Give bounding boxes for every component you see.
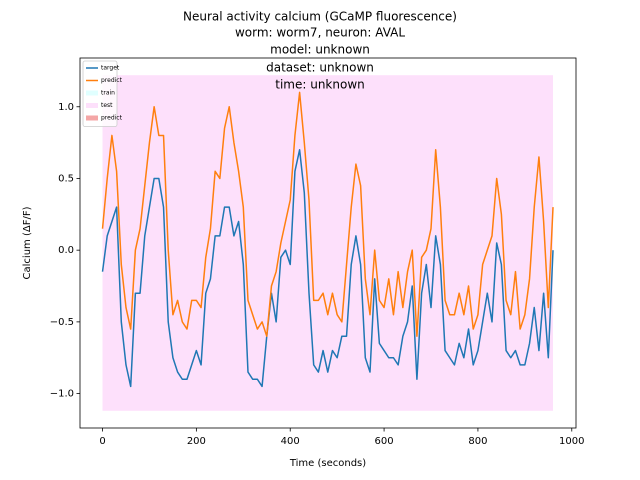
title-line: time: unknown bbox=[275, 78, 365, 92]
x-tick-label: 400 bbox=[281, 436, 300, 447]
x-tick-label: 0 bbox=[99, 436, 105, 447]
legend-label: target bbox=[101, 65, 120, 72]
y-tick-label: 1.0 bbox=[58, 102, 74, 113]
x-axis-label: Time (seconds) bbox=[289, 458, 366, 469]
title-line: worm: worm7, neuron: AVAL bbox=[235, 26, 405, 40]
legend-label: predict bbox=[101, 115, 123, 122]
x-tick-label: 600 bbox=[375, 436, 394, 447]
legend-swatch bbox=[86, 103, 98, 108]
y-tick-label: −1.0 bbox=[50, 389, 74, 400]
legend-swatch bbox=[86, 115, 98, 121]
legend-swatch bbox=[86, 90, 98, 96]
x-tick-label: 200 bbox=[187, 436, 206, 447]
series-line bbox=[101, 149, 554, 388]
span-region bbox=[102, 75, 554, 411]
y-tick-label: −0.5 bbox=[50, 317, 74, 328]
y-tick-label: 0.5 bbox=[58, 173, 74, 184]
y-axis-label: Calcium (ΔF/F) bbox=[22, 206, 33, 279]
legend-label: train bbox=[101, 90, 115, 97]
legend-label: predict bbox=[101, 77, 123, 84]
x-tick-label: 1000 bbox=[559, 436, 584, 447]
y-tick-label: 0.0 bbox=[58, 245, 74, 256]
title-line: model: unknown bbox=[270, 43, 370, 57]
legend: target predict train test predict bbox=[82, 60, 123, 127]
series-line bbox=[101, 91, 554, 337]
legend-box bbox=[82, 60, 118, 127]
title-line: Neural activity calcium (GCaMP fluoresce… bbox=[183, 10, 457, 24]
legend-label: test bbox=[101, 102, 113, 109]
title-line: dataset: unknown bbox=[266, 61, 374, 75]
plot-frame bbox=[79, 57, 577, 429]
x-tick-label: 800 bbox=[468, 436, 487, 447]
